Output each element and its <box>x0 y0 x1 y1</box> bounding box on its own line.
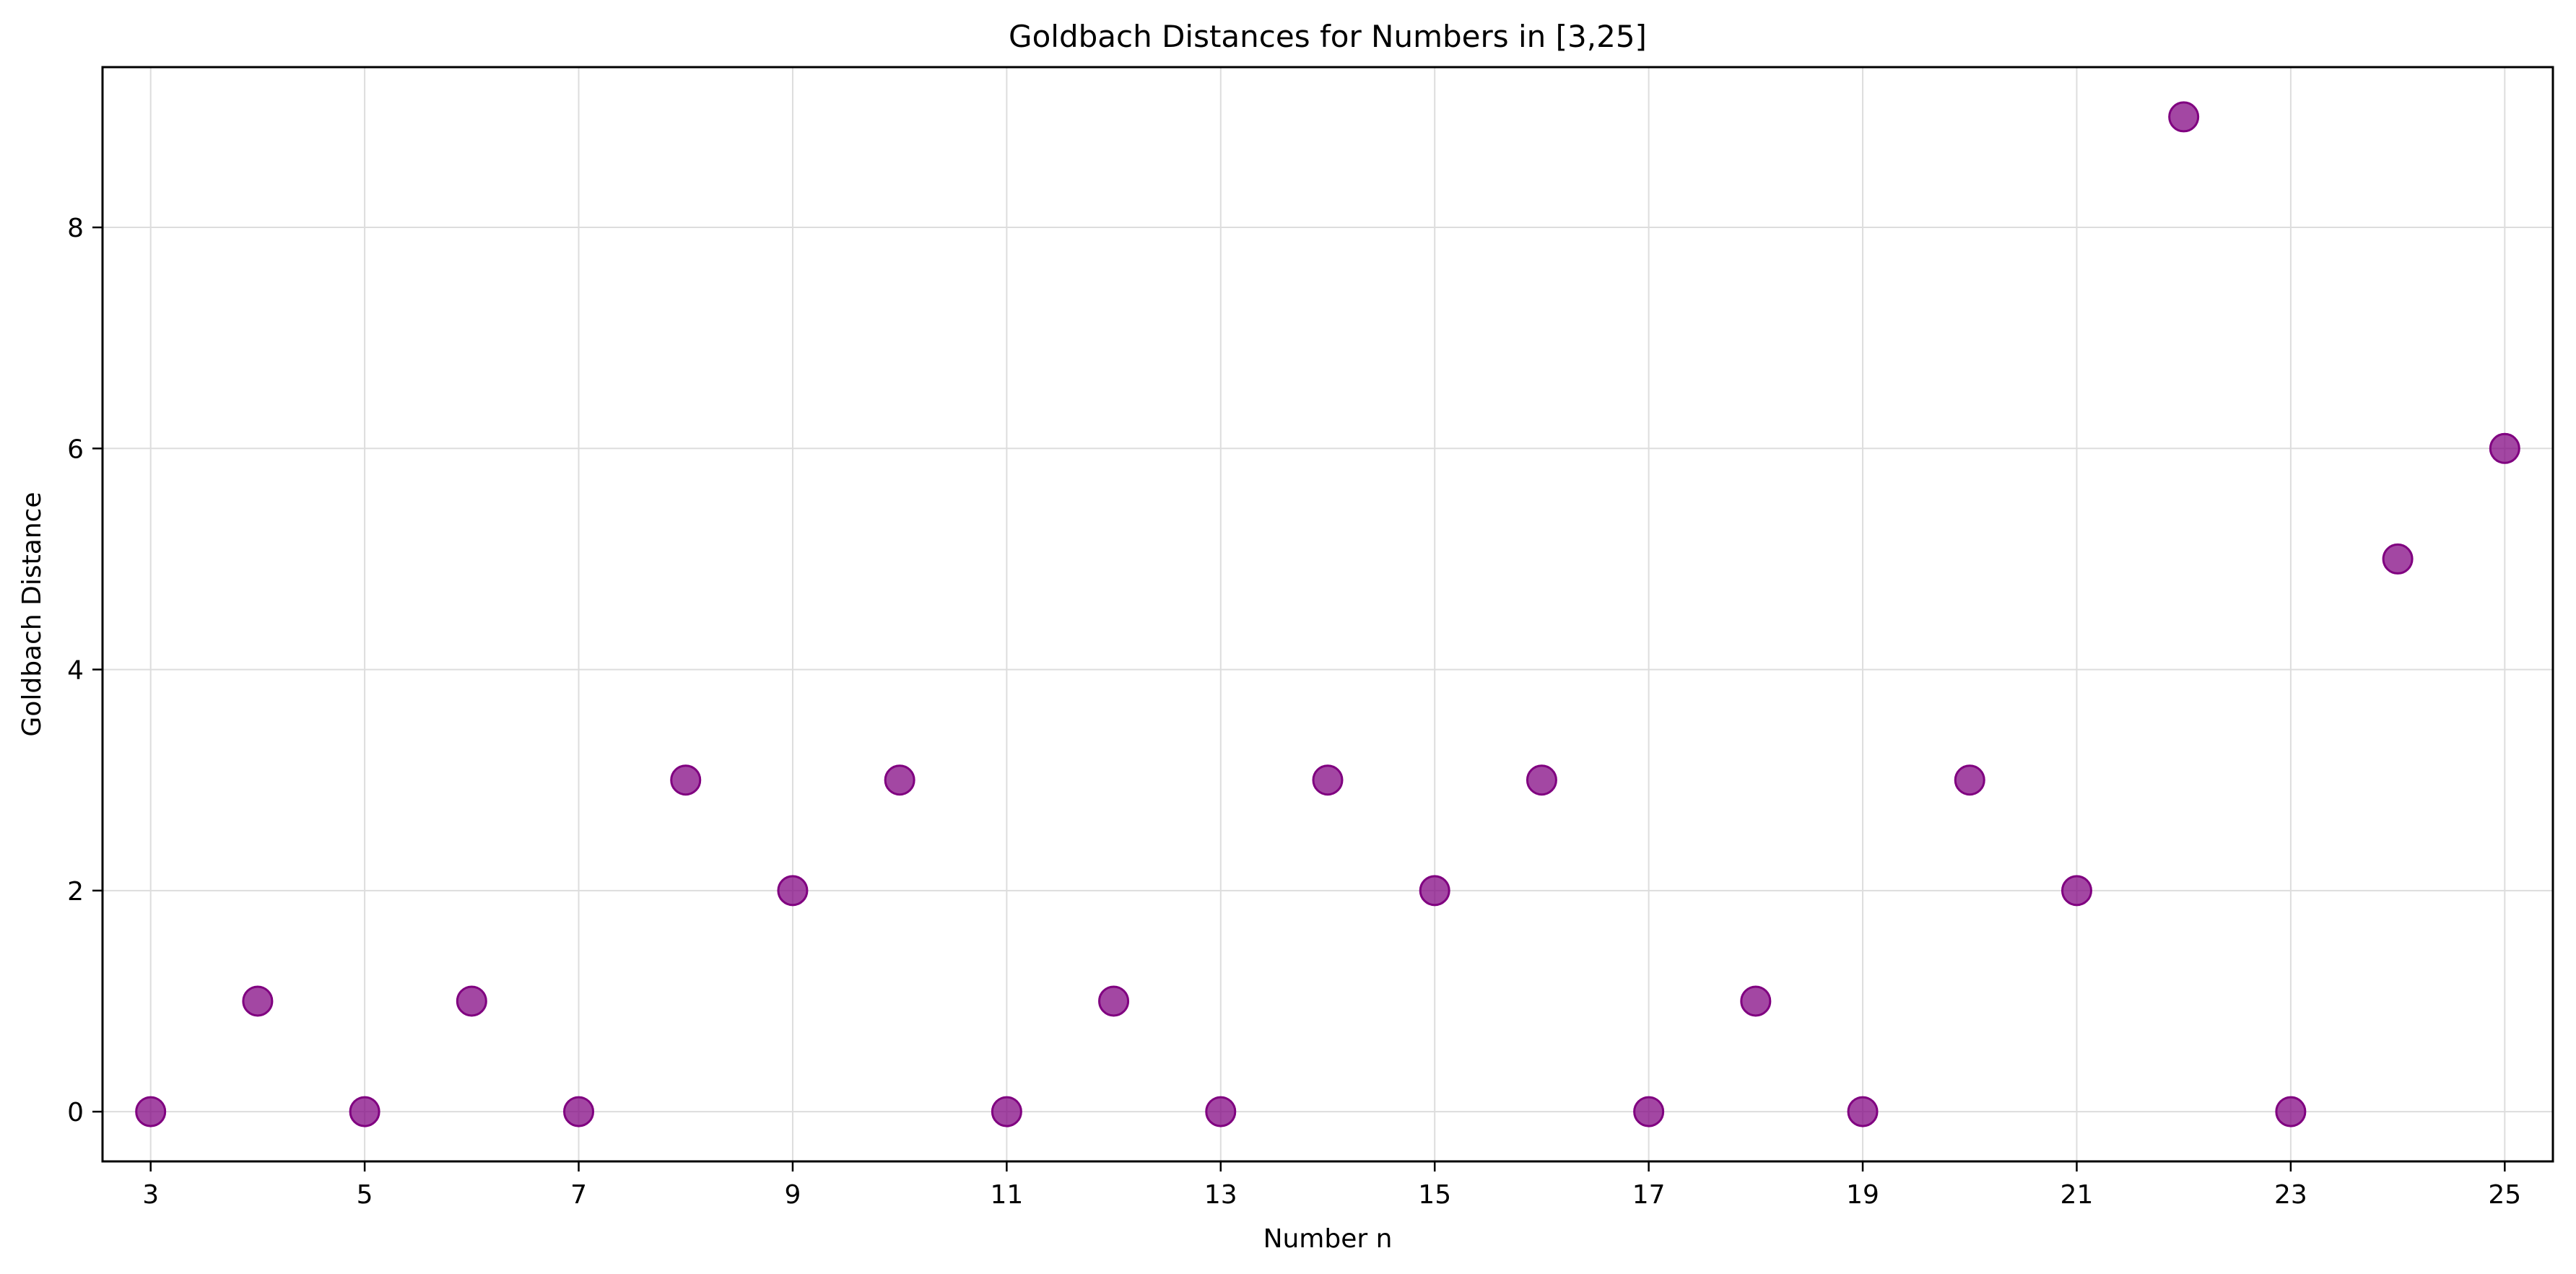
x-tick-label: 25 <box>2488 1180 2521 1210</box>
y-tick-label: 4 <box>67 656 84 686</box>
y-axis-label: Goldbach Distance <box>17 492 47 736</box>
x-tick-label: 19 <box>1846 1180 1879 1210</box>
x-tick-label: 15 <box>1418 1180 1451 1210</box>
data-point <box>349 1096 380 1127</box>
data-point <box>1419 875 1450 907</box>
data-point <box>991 1096 1022 1127</box>
data-point <box>1847 1096 1879 1127</box>
data-point <box>135 1096 167 1127</box>
x-tick-label: 5 <box>357 1180 373 1210</box>
data-point <box>2168 101 2200 133</box>
data-points <box>135 101 2520 1127</box>
chart-title: Goldbach Distances for Numbers in [3,25] <box>1009 19 1647 54</box>
y-tick-label: 0 <box>67 1098 84 1127</box>
y-tick-label: 8 <box>67 214 84 243</box>
y-tick-label: 2 <box>67 877 84 907</box>
data-point <box>1312 764 1344 796</box>
axis-ticks: 3 5 7 9 11 13 15 17 19 21 23 25 0 2 4 6 8 <box>67 214 2521 1210</box>
x-tick-label: 11 <box>990 1180 1023 1210</box>
data-point <box>884 764 915 796</box>
data-point <box>1633 1096 1665 1127</box>
x-tick-label: 7 <box>570 1180 587 1210</box>
y-tick-label: 6 <box>67 435 84 464</box>
plot-frame <box>101 66 2554 1163</box>
data-point <box>1205 1096 1237 1127</box>
data-point <box>2489 432 2520 464</box>
x-tick-label: 21 <box>2061 1180 2094 1210</box>
data-point <box>1954 764 1985 796</box>
x-tick-label: 17 <box>1632 1180 1666 1210</box>
data-point <box>1740 985 1772 1017</box>
data-point <box>777 875 809 907</box>
x-tick-label: 13 <box>1204 1180 1237 1210</box>
data-point <box>2275 1096 2307 1127</box>
x-tick-label: 23 <box>2274 1180 2307 1210</box>
data-point <box>2382 543 2414 575</box>
data-point <box>1098 985 1130 1017</box>
x-tick-label: 3 <box>142 1180 159 1210</box>
data-point <box>2061 875 2092 907</box>
data-point <box>670 764 702 796</box>
data-point <box>242 985 274 1017</box>
data-point <box>563 1096 595 1127</box>
x-axis-label: Number n <box>1263 1224 1393 1254</box>
x-tick-label: 9 <box>784 1180 801 1210</box>
data-point <box>1526 764 1557 796</box>
grid <box>103 67 2553 1161</box>
data-point <box>456 985 487 1017</box>
